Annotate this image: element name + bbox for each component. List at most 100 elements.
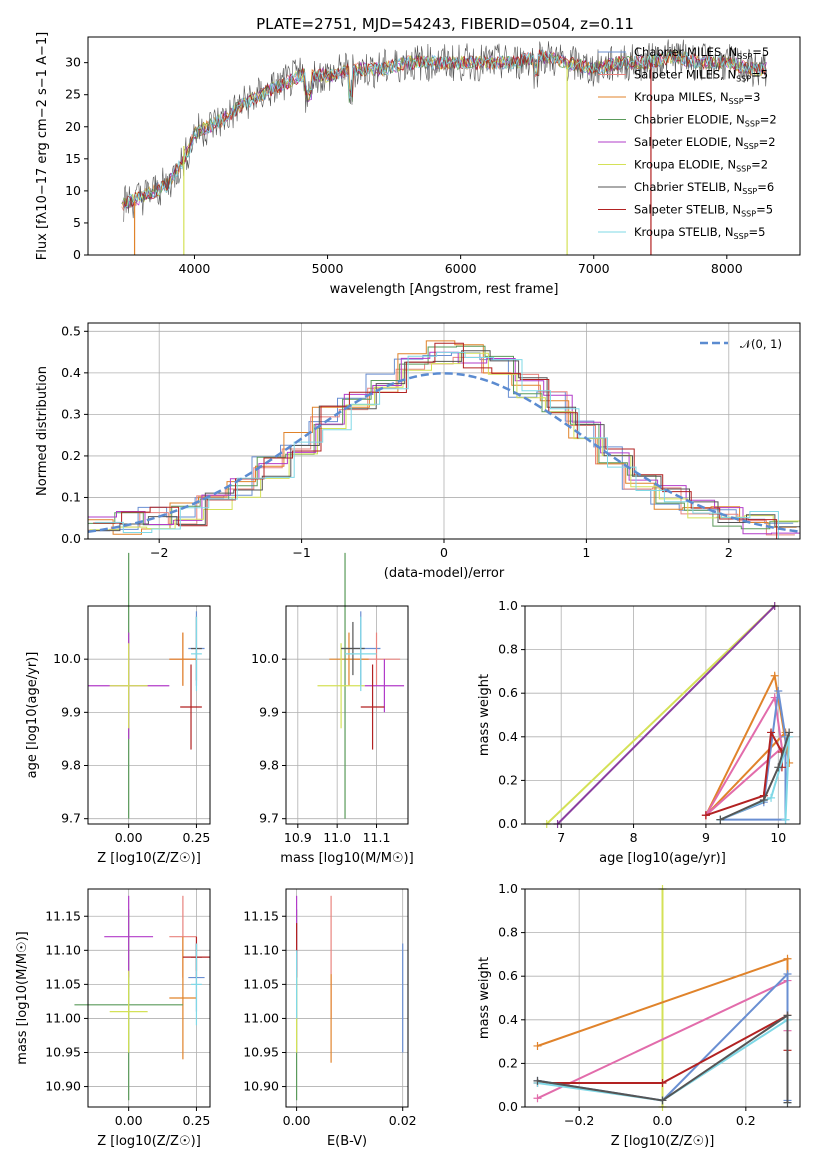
y-tick-label: 0.5 (61, 323, 81, 338)
x-tick-label: 11.1 (363, 830, 391, 845)
histogram-step-line (88, 352, 794, 532)
mass-weight-marker (783, 970, 792, 979)
y-axis-label: mass [log10(M/M☉)] (15, 931, 30, 1064)
y-tick-label: 20 (65, 119, 81, 134)
legend-entry: Kroupa STELIB, NSSP=5 (634, 225, 765, 241)
axes-frame (524, 888, 801, 1108)
mass-weight-series-line (537, 1013, 789, 1103)
mass-weight-marker (781, 815, 790, 824)
y-tick-label: 0.2 (498, 772, 518, 787)
x-tick-label: 1 (582, 545, 590, 560)
x-tick-label: 0.2 (736, 1113, 756, 1128)
age-vs-mass-panel: 10.9 11.0 11.1 9.7 9.8 9.9 10.0 mass [log10(M/M… (251, 552, 414, 866)
age-vs-metallicity-panel: 0.00 0.25 9.7 9.8 9.9 10.0 Z [log10(Z/Z☉)] age … (25, 552, 211, 866)
axes-frame (87, 605, 211, 825)
y-tick-label: 0.4 (498, 1012, 518, 1027)
mass-weight-marker (533, 1076, 542, 1085)
y-tick-label: 9.9 (61, 704, 81, 719)
y-tick-label: 11.10 (45, 942, 81, 957)
x-axis-label: wavelength [Angstrom, rest frame] (330, 282, 559, 297)
x-tick-label: 5000 (312, 261, 344, 276)
axes-frame (87, 888, 211, 1108)
histogram-step-line (94, 351, 800, 540)
y-tick-label: 9.8 (259, 758, 279, 773)
mass-weight-marker (783, 1098, 792, 1107)
mass-weight-marker (774, 763, 783, 772)
x-tick-label: 0.0 (653, 1113, 673, 1128)
y-tick-label: 11.00 (243, 1010, 279, 1025)
mass-weight-marker (774, 687, 783, 696)
x-tick-label: 0.00 (283, 1113, 311, 1128)
y-tick-label: 10 (65, 183, 81, 198)
x-tick-label: 4000 (179, 261, 211, 276)
y-tick-label: 0.3 (61, 406, 81, 421)
histogram-step-line (89, 352, 800, 531)
x-tick-label: 0.25 (183, 830, 211, 845)
legend-entry: Kroupa MILES, NSSP=3 (634, 90, 760, 106)
x-axis-label: mass [log10(M/M☉)] (280, 851, 413, 866)
y-tick-label: 0.6 (498, 968, 518, 983)
histogram-step-line (88, 340, 797, 535)
x-tick-label: 8 (630, 830, 638, 845)
legend-entry: Salpeter STELIB, NSSP=5 (634, 203, 773, 219)
x-tick-label: −1 (292, 545, 310, 560)
mass-weight-vs-metallicity-panel: −0.2 0.0 0.2 0.0 0.2 0.4 0.6 0.8 1.0 Z [log10(Z/Z… (477, 881, 801, 1149)
x-axis-label: Z [log10(Z/Z☉)] (97, 851, 201, 866)
x-tick-label: −0.2 (564, 1113, 594, 1128)
mass-weight-marker (716, 815, 725, 824)
mass-weight-marker (783, 1011, 792, 1020)
y-tick-label: 10.95 (243, 1045, 279, 1060)
x-tick-label: 8000 (711, 261, 743, 276)
figure-title: PLATE=2751, MJD=54243, FIBERID=0504, z=0… (256, 15, 634, 33)
x-tick-label: 7 (557, 830, 565, 845)
y-axis-label: Normed distribution (35, 366, 50, 496)
legend-entry: Chabrier STELIB, NSSP=6 (634, 180, 774, 196)
y-tick-label: 0.1 (61, 489, 81, 504)
residual-histogram-panel: −2 −1 0 1 2 0.0 0.1 0.2 0.3 0.4 0.5 (data-model)/er… (35, 322, 801, 581)
legend-entry: Kroupa ELODIE, NSSP=2 (634, 158, 768, 174)
histogram-step-line (91, 350, 800, 532)
legend-entry: Salpeter MILES, NSSP=5 (634, 68, 768, 84)
legend-entry: Chabrier ELODIE, NSSP=2 (634, 113, 777, 129)
y-tick-label: 11.15 (45, 908, 81, 923)
x-axis-label: Z [log10(Z/Z☉)] (611, 1134, 715, 1149)
mass-weight-marker (658, 1096, 667, 1105)
mass-weight-marker (770, 671, 779, 680)
mass-weight-marker (785, 728, 794, 737)
x-tick-label: 0.00 (115, 1113, 143, 1128)
y-tick-label: 30 (65, 55, 81, 70)
legend-entry: 𝒩(0, 1) (740, 337, 782, 351)
y-tick-label: 9.8 (61, 758, 81, 773)
y-tick-label: 11.15 (243, 908, 279, 923)
mass-weight-marker (759, 796, 768, 805)
x-tick-label: 11.0 (323, 830, 351, 845)
y-tick-label: 10.0 (251, 651, 279, 666)
y-tick-label: 0.4 (61, 365, 81, 380)
x-axis-label: E(B-V) (327, 1134, 367, 1149)
y-tick-label: 0.8 (498, 925, 518, 940)
axes-frame (87, 322, 801, 540)
y-tick-label: 0.0 (498, 816, 518, 831)
y-tick-label: 10.90 (243, 1079, 279, 1094)
y-tick-label: 15 (65, 151, 81, 166)
mass-weight-series-line (556, 605, 776, 825)
y-tick-label: 11.10 (243, 942, 279, 957)
y-tick-label: 10.90 (45, 1079, 81, 1094)
x-tick-label: 0 (440, 545, 448, 560)
x-tick-label: 0.00 (115, 830, 143, 845)
x-tick-label: 2 (725, 545, 733, 560)
y-tick-label: 0 (73, 247, 81, 262)
x-tick-label: 7000 (578, 261, 610, 276)
x-tick-label: 9 (702, 830, 710, 845)
y-axis-label: age [log10(age/yr)] (25, 652, 40, 779)
y-tick-label: 5 (73, 215, 81, 230)
y-axis-label: mass weight (477, 957, 492, 1039)
axes-frame (524, 605, 801, 825)
y-tick-label: 11.00 (45, 1010, 81, 1025)
mass-weight-marker (701, 811, 710, 820)
legend-entry: Salpeter ELODIE, NSSP=2 (634, 135, 776, 151)
y-axis-label: Flux [fλ10−17 erg cm−2 s−1 A−1] (35, 32, 50, 260)
mass-weight-series-line (546, 605, 776, 825)
x-tick-label: 0.25 (183, 1113, 211, 1128)
